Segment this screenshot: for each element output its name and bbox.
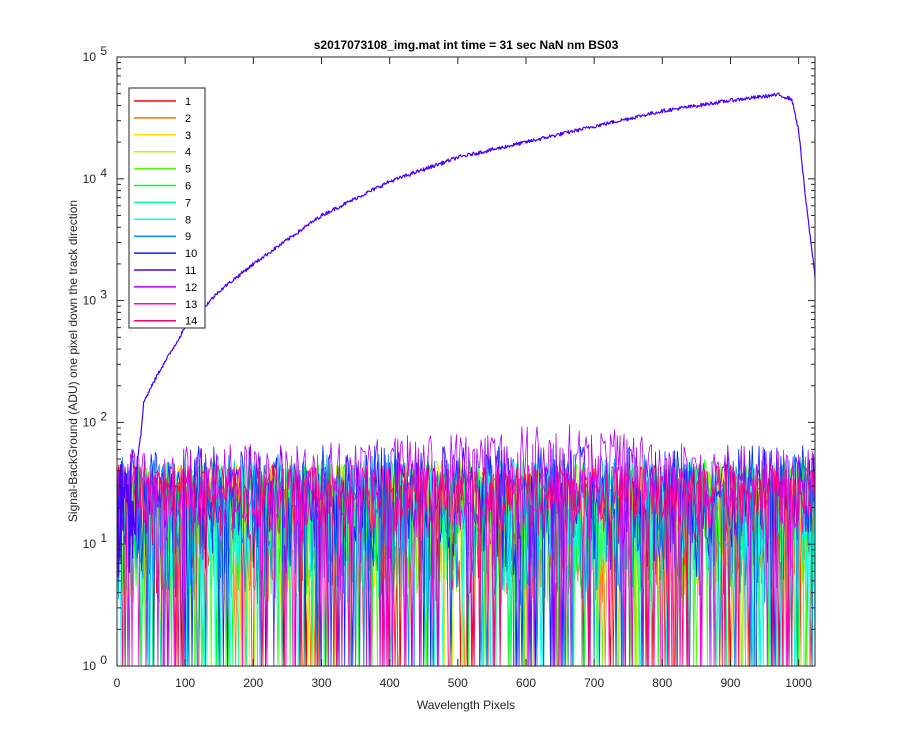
x-axis-label: Wavelength Pixels: [417, 698, 515, 712]
legend-label-3: 3: [185, 130, 191, 142]
legend-label-6: 6: [185, 181, 191, 193]
legend-label-2: 2: [185, 113, 191, 125]
y-tick-label: 10: [83, 415, 97, 429]
legend-box: [128, 87, 206, 329]
x-tick-label: 0: [114, 676, 121, 690]
y-tick-label: 10: [83, 659, 97, 673]
legend-label-8: 8: [185, 214, 191, 226]
legend-label-4: 4: [185, 147, 191, 159]
x-axis-ticks: 0 100 200 300 400 500 600 700 800 900 1000: [114, 57, 812, 690]
x-tick-label: 100: [175, 676, 195, 690]
legend-label-13: 13: [185, 299, 197, 311]
y-tick-label: 10: [83, 172, 97, 186]
y-tick-label: 10: [83, 294, 97, 308]
x-tick-label: 1000: [785, 676, 812, 690]
legend-label-12: 12: [185, 282, 197, 294]
x-tick-label: 700: [584, 676, 604, 690]
y-tick-label: 10: [83, 50, 97, 64]
y-tick-label-exponent: 1: [100, 531, 107, 545]
x-tick-label: 200: [243, 676, 263, 690]
legend-label-7: 7: [185, 197, 191, 209]
legend-label-10: 10: [185, 248, 197, 260]
series-line-11: [116, 92, 816, 578]
y-tick-label-exponent: 0: [100, 653, 107, 667]
legend-label-14: 14: [185, 316, 197, 328]
axes-box: [116, 56, 816, 667]
x-tick-label: 300: [311, 676, 331, 690]
data-traces: [116, 92, 816, 667]
y-tick-label: 10: [83, 537, 97, 551]
y-tick-label-exponent: 2: [100, 409, 107, 423]
legend-label-5: 5: [185, 164, 191, 176]
x-tick-label: 900: [720, 676, 740, 690]
series-line-14: [116, 464, 816, 667]
y-tick-label-exponent: 3: [100, 288, 107, 302]
x-tick-label: 800: [652, 676, 672, 690]
legend-label-1: 1: [185, 96, 191, 108]
legend-label-9: 9: [185, 231, 191, 243]
y-tick-label-exponent: 5: [100, 44, 107, 58]
x-tick-label: 600: [516, 676, 536, 690]
x-tick-label: 500: [448, 676, 468, 690]
chart-title: s2017073108_img.mat int time = 31 sec Na…: [314, 38, 619, 52]
legend-label-11: 11: [185, 265, 196, 277]
y-axis-label: Signal-BackGround (ADU) one pixel down t…: [66, 200, 80, 522]
y-tick-label-exponent: 4: [100, 166, 107, 180]
x-tick-label: 400: [380, 676, 400, 690]
